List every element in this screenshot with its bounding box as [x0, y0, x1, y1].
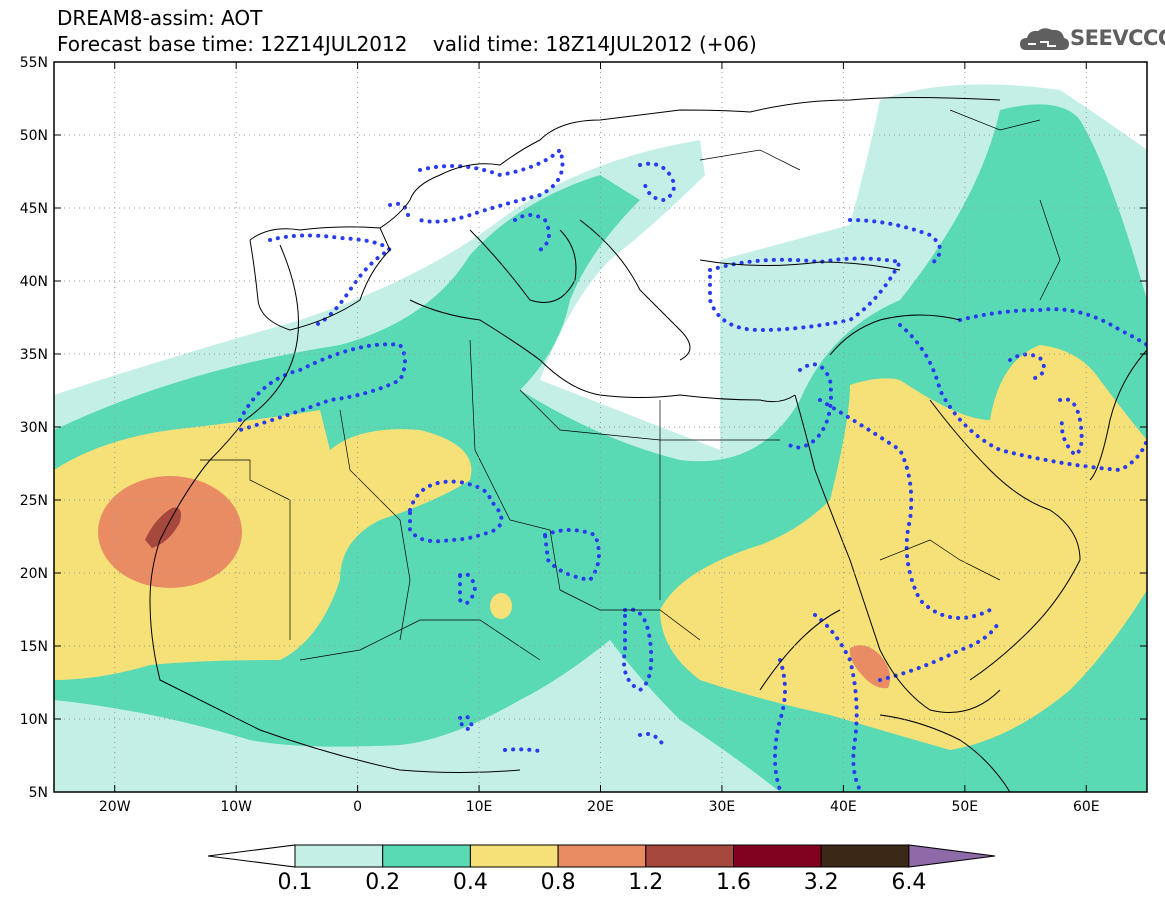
colorbar-segment	[820, 844, 910, 868]
lat-label: 15N	[20, 639, 48, 655]
lon-label: 10E	[466, 799, 493, 815]
colorbar-segment	[469, 844, 559, 868]
lat-label: 30N	[20, 420, 48, 436]
lat-label: 25N	[20, 493, 48, 509]
lat-label: 45N	[20, 201, 48, 217]
lat-label: 40N	[20, 274, 48, 290]
logo-text: SEEVCCC	[1070, 26, 1165, 50]
colorbar-level-label: 0.1	[277, 870, 313, 895]
lon-label: 10W	[220, 799, 252, 815]
colorbar-level-label: 1.6	[716, 870, 751, 895]
lon-label: 30E	[709, 799, 736, 815]
map-subtitle: Forecast base time: 12Z14JUL2012 valid t…	[57, 32, 757, 56]
colorbar-level-label: 0.8	[540, 870, 576, 895]
map-title: DREAM8-assim: AOT	[57, 6, 263, 30]
colorbar-level-label: 1.2	[628, 870, 664, 895]
lat-label: 20N	[20, 566, 48, 582]
colorbar-segment	[294, 844, 384, 868]
colorbar-level-label: 6.4	[891, 870, 927, 895]
lat-label: 5N	[29, 785, 48, 801]
lat-label: 50N	[20, 128, 48, 144]
aot-band-0.4-east	[660, 345, 1147, 750]
lat-label: 10N	[20, 712, 48, 728]
lon-label: 60E	[1073, 799, 1100, 815]
lat-label: 55N	[20, 55, 48, 71]
graticule	[54, 62, 1147, 792]
borders	[200, 109, 1061, 661]
colorbar-level-label: 0.2	[365, 870, 401, 895]
colorbar	[207, 844, 996, 868]
aot-band-0.8-east	[849, 645, 891, 689]
aot-band-0.4-spot	[490, 593, 512, 619]
colorbar-segment	[557, 844, 647, 868]
colorbar-segment	[645, 844, 734, 868]
colorbar-level-label: 0.4	[452, 870, 488, 895]
lon-label: 0	[353, 799, 362, 815]
colorbar-under-triangle	[207, 844, 296, 868]
colorbar-segment	[382, 844, 471, 868]
seevccc-logo: SEEVCCC	[1018, 24, 1165, 58]
lon-label: 50E	[951, 799, 978, 815]
coastlines	[149, 97, 1147, 792]
colorbar-over-triangle	[908, 844, 996, 868]
lon-label: 40E	[830, 799, 857, 815]
dotted-contours	[238, 146, 1147, 792]
lon-label: 20E	[587, 799, 614, 815]
colorbar-segment	[733, 844, 822, 868]
colorbar-level-label: 3.2	[803, 870, 839, 895]
cloud-logo-icon	[1020, 28, 1069, 50]
lon-label: 20W	[99, 799, 131, 815]
lat-label: 35N	[20, 347, 48, 363]
axis-ticks: 55N 50N 45N 40N 35N 30N 25N 20N 15N 10N 5N 20W 10W 0 1…	[20, 55, 1147, 815]
